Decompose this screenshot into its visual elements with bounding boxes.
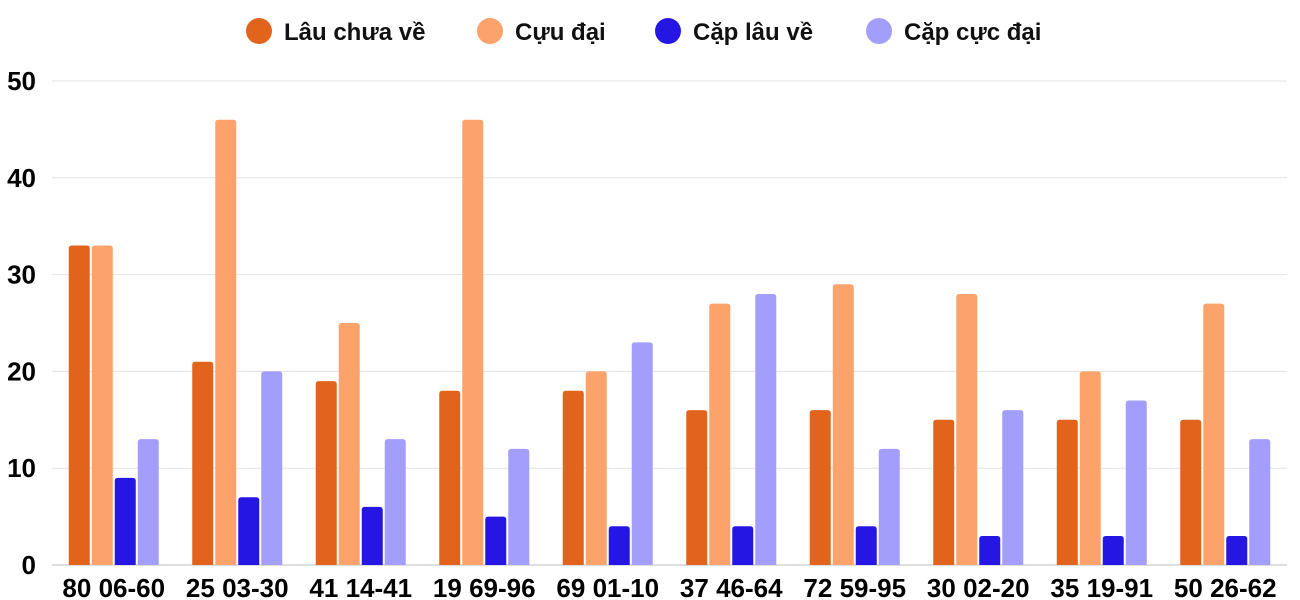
gridlines [52,80,1287,566]
x-tick-label-6: 37 46-64 [680,573,783,600]
bar-10-series-1 [1180,419,1202,565]
bar-5-series-1 [562,390,584,565]
legend-label-4: Cặp cực đại [904,19,1041,46]
x-axis: 80 06-60 25 03-30 41 14-41 19 69-96 69 01-10… [62,573,1276,600]
x-tick-label-7: 72 59-95 [803,573,906,600]
bar-7-series-1 [809,410,831,565]
bar-8-series-4 [1002,410,1024,565]
x-tick-label-2: 25 03-30 [186,573,289,600]
legend-marker-4 [866,18,892,44]
bar-8-series-2 [956,293,978,565]
y-tick-label-30: 30 [7,260,36,290]
bar-7-series-2 [832,284,854,565]
legend-label-1: Lâu chưa về [284,19,425,46]
legend-marker-2 [477,18,503,44]
x-tick-label-3: 41 14-41 [309,573,412,600]
y-tick-label-10: 10 [7,453,36,483]
bar-9-series-1 [1056,419,1078,565]
bar-6-series-4 [755,293,777,565]
legend-marker-3 [655,18,681,44]
bar-2-series-4 [261,371,283,565]
y-axis: 0 10 20 30 40 50 [7,66,36,580]
y-tick-label-0: 0 [22,550,36,580]
y-tick-label-40: 40 [7,163,36,193]
bar-1-series-2 [91,245,113,565]
bar-9-series-4 [1125,400,1147,565]
x-tick-label-4: 19 69-96 [433,573,536,600]
bar-6-series-3 [732,526,754,565]
y-tick-label-20: 20 [7,356,36,386]
bar-10-series-4 [1249,439,1271,565]
x-tick-label-1: 80 06-60 [62,573,165,600]
bar-7-series-3 [855,526,877,565]
bar-8-series-3 [979,535,1001,565]
legend-label-2: Cựu đại [515,19,606,46]
x-tick-label-9: 35 19-91 [1050,573,1153,600]
bar-3-series-3 [361,506,383,565]
x-tick-label-10: 50 26-62 [1174,573,1277,600]
bar-9-series-3 [1102,535,1124,565]
bar-2-series-3 [238,497,260,565]
bar-4-series-1 [439,390,461,565]
bar-5-series-4 [631,342,653,565]
x-tick-label-8: 30 02-20 [927,573,1030,600]
legend: Lâu chưa về Cựu đại Cặp lâu về Cặp cực đại [246,18,1041,46]
bar-5-series-2 [585,371,607,565]
bar-10-series-2 [1203,303,1225,565]
bar-10-series-3 [1226,535,1248,565]
bar-1-series-1 [68,245,90,565]
bar-3-series-2 [338,323,360,565]
bar-3-series-1 [315,381,337,565]
bar-4-series-2 [462,119,484,565]
bar-2-series-2 [215,119,237,565]
legend-label-3: Cặp lâu về [693,19,813,46]
bar-3-series-4 [384,439,406,565]
bar-7-series-4 [878,448,900,565]
bar-4-series-3 [485,516,507,565]
bar-1-series-3 [114,477,136,565]
y-tick-label-50: 50 [7,66,36,96]
bar-8-series-1 [933,419,955,565]
bar-5-series-3 [608,526,630,565]
x-tick-label-5: 69 01-10 [556,573,659,600]
bar-4-series-4 [508,448,530,565]
bar-9-series-2 [1079,371,1101,565]
bars [68,119,1271,565]
bar-6-series-2 [709,303,731,565]
bar-2-series-1 [192,361,214,565]
legend-marker-1 [246,18,272,44]
bar-6-series-1 [686,410,708,565]
bar-1-series-4 [137,439,159,565]
